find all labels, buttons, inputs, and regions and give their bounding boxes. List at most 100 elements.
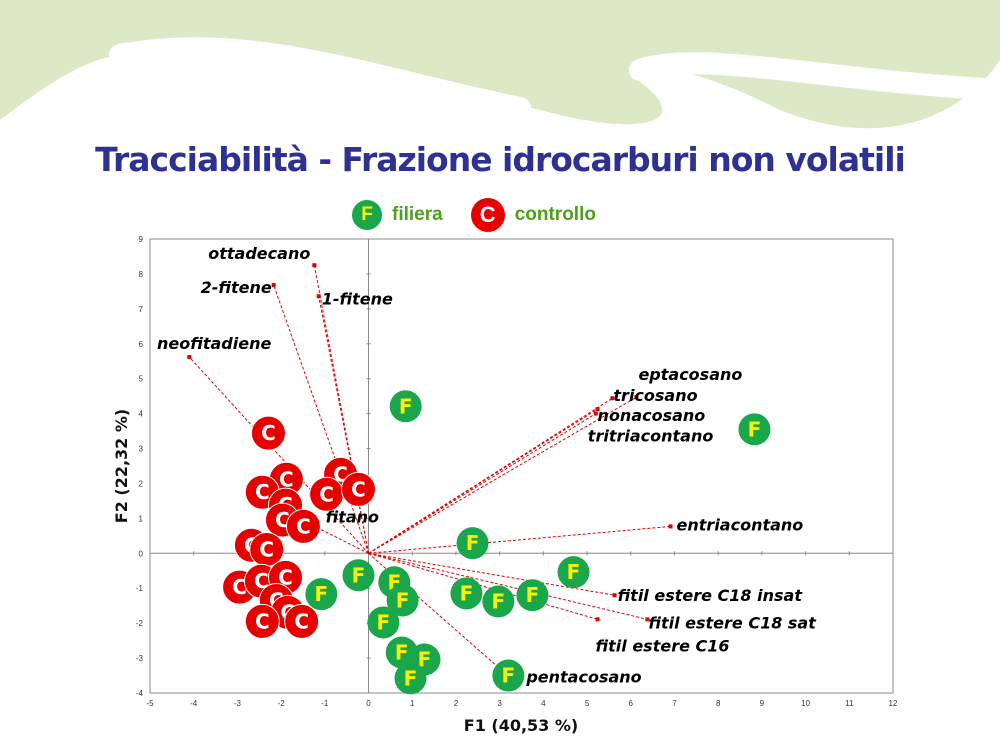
marker-circle	[340, 471, 376, 507]
marker-filiera: F	[482, 585, 515, 618]
marker-circle	[250, 415, 286, 451]
chart-legend: F filiera C controllo	[352, 198, 624, 232]
variable-label: eptacosano	[638, 365, 742, 384]
vector-line	[368, 525, 671, 554]
marker-symbol: F	[526, 583, 540, 607]
plot-frame	[149, 238, 894, 694]
x-tick-label: 11	[845, 699, 854, 708]
marker-circle	[367, 606, 400, 639]
variable-label: neofitadiene	[157, 334, 271, 353]
vector-endpoint	[316, 294, 321, 299]
marker-circle	[394, 662, 427, 695]
x-tick-label: 0	[366, 699, 371, 708]
slide-title: Tracciabilità - Frazione idrocarburi non…	[95, 140, 906, 179]
vector-endpoint	[668, 524, 673, 529]
marker-filiera: F	[386, 584, 419, 617]
y-tick-label: -2	[136, 619, 144, 628]
vector-line	[368, 552, 615, 596]
x-tick-label: -1	[321, 699, 329, 708]
vector-line	[188, 356, 369, 554]
marker-circle	[284, 603, 320, 639]
marker-filiera: F	[516, 579, 549, 612]
marker-circle	[386, 584, 419, 617]
marker-symbol: F	[460, 581, 474, 605]
marker-circle	[450, 577, 483, 610]
x-tick-label: 5	[585, 699, 590, 708]
x-tick-label: 9	[760, 699, 765, 708]
marker-symbol: F	[491, 590, 505, 614]
x-tick-label: 6	[629, 699, 634, 708]
y-tick-label: 5	[139, 375, 144, 384]
vector-line	[318, 296, 370, 554]
x-tick-label: -2	[278, 699, 286, 708]
y-tick-label: 6	[139, 340, 144, 349]
legend-controllo-label: controllo	[514, 204, 596, 225]
marker-symbol: F	[466, 531, 480, 555]
marker-circle	[305, 578, 338, 611]
marker-circle	[389, 390, 422, 423]
x-tick-label: 4	[541, 699, 546, 708]
vector-endpoint	[595, 617, 600, 622]
marker-circle	[456, 527, 489, 560]
marker-symbol: C	[278, 565, 293, 589]
vector-endpoint	[593, 411, 598, 416]
marker-symbol: C	[294, 609, 309, 633]
marker-circle	[557, 556, 590, 589]
marker-symbol: F	[502, 664, 516, 688]
variable-label: entriacontano	[677, 515, 804, 534]
variable-label: tritriacontano	[588, 427, 714, 446]
marker-symbol: C	[232, 575, 247, 599]
marker-circle	[482, 585, 515, 618]
y-tick-label: 1	[139, 514, 144, 523]
x-tick-label: -4	[190, 699, 198, 708]
vector-line	[368, 397, 613, 554]
marker-symbol: F	[399, 394, 413, 418]
y-tick-label: 4	[139, 410, 144, 419]
marker-controllo: C	[340, 471, 376, 507]
marker-filiera: F	[342, 559, 375, 592]
y-tick-label: 8	[139, 270, 144, 279]
marker-circle	[516, 579, 549, 612]
vector-line	[273, 284, 370, 554]
y-tick-label: 7	[139, 305, 144, 314]
x-tick-label: 8	[716, 699, 721, 708]
marker-symbol: C	[259, 537, 274, 561]
vector-endpoint	[612, 593, 617, 598]
marker-filiera: F	[450, 577, 483, 610]
marker-filiera: F	[394, 662, 427, 695]
variable-label: 2-fitene	[201, 278, 272, 297]
x-tick-label: 1	[410, 699, 415, 708]
marker-circle	[492, 659, 525, 692]
vector-endpoint	[187, 355, 192, 360]
marker-symbol: C	[279, 467, 294, 491]
marker-controllo: C	[244, 603, 280, 639]
y-tick-label: 2	[139, 479, 144, 488]
variable-label: fitano	[326, 507, 379, 526]
marker-filiera: F	[305, 578, 338, 611]
marker-filiera: F	[492, 659, 525, 692]
y-tick-label: -3	[136, 654, 144, 663]
variable-label: fitil estere C16	[596, 636, 730, 655]
marker-symbol: F	[314, 582, 328, 606]
x-tick-label: -5	[146, 699, 154, 708]
variable-label: tricosano	[613, 386, 697, 405]
marker-symbol: C	[255, 480, 270, 504]
vector-endpoint	[312, 263, 317, 268]
vector-endpoint	[271, 283, 276, 288]
y-axis-label: F2 (22,32 %)	[112, 409, 131, 523]
x-tick-label: 10	[801, 699, 810, 708]
marker-filiera: F	[367, 606, 400, 639]
marker-controllo: C	[285, 508, 321, 544]
marker-controllo: C	[309, 476, 345, 512]
variable-label: nonacosano	[598, 406, 706, 425]
y-tick-label: -1	[136, 584, 144, 593]
marker-symbol: F	[352, 563, 366, 587]
y-tick-label: -4	[136, 689, 144, 698]
marker-symbol: C	[351, 477, 366, 501]
x-tick-label: 3	[497, 699, 502, 708]
y-tick-label: 3	[139, 445, 144, 454]
vector-endpoint	[610, 396, 615, 401]
marker-circle	[285, 508, 321, 544]
marker-controllo: C	[284, 603, 320, 639]
